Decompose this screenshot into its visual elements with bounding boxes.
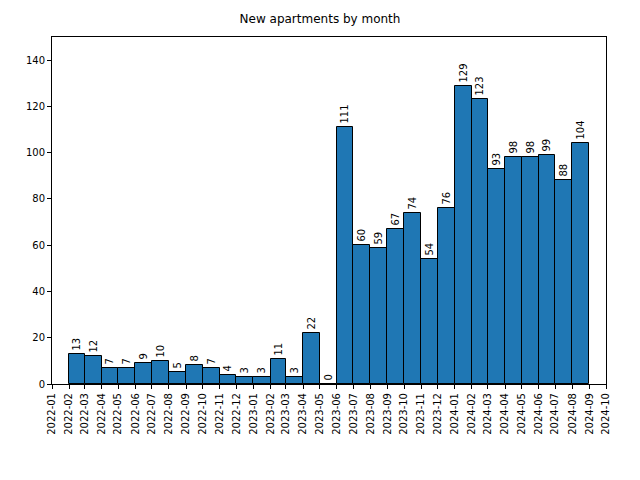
svg-text:2022-02: 2022-02: [63, 393, 74, 435]
svg-text:88: 88: [558, 164, 569, 177]
svg-text:98: 98: [525, 141, 536, 154]
svg-text:2023-06: 2023-06: [331, 393, 342, 435]
svg-text:2022-11: 2022-11: [214, 393, 225, 435]
svg-text:60: 60: [356, 229, 367, 242]
svg-text:140: 140: [26, 55, 45, 66]
svg-text:74: 74: [407, 197, 418, 210]
svg-text:2022-04: 2022-04: [96, 393, 107, 435]
svg-text:4: 4: [222, 365, 233, 371]
svg-text:2023-10: 2023-10: [398, 393, 409, 435]
svg-text:20: 20: [32, 332, 45, 343]
svg-text:40: 40: [32, 286, 45, 297]
svg-text:7: 7: [121, 358, 132, 364]
svg-text:2024-09: 2024-09: [584, 393, 595, 435]
svg-text:2022-12: 2022-12: [231, 393, 242, 435]
svg-text:5: 5: [172, 362, 183, 368]
svg-text:54: 54: [424, 243, 435, 256]
svg-text:3: 3: [239, 367, 250, 373]
svg-text:2022-07: 2022-07: [146, 393, 157, 435]
svg-text:123: 123: [474, 76, 485, 95]
svg-text:120: 120: [26, 101, 45, 112]
svg-text:22: 22: [306, 317, 317, 330]
svg-text:2024-06: 2024-06: [533, 393, 544, 435]
svg-text:111: 111: [339, 104, 350, 123]
svg-text:100: 100: [26, 147, 45, 158]
svg-text:129: 129: [458, 63, 469, 82]
svg-text:98: 98: [508, 141, 519, 154]
svg-text:2022-03: 2022-03: [79, 393, 90, 435]
svg-text:New apartments by month: New apartments by month: [240, 12, 401, 26]
svg-text:13: 13: [71, 338, 82, 351]
svg-text:2023-03: 2023-03: [280, 393, 291, 435]
svg-text:2023-02: 2023-02: [265, 393, 276, 435]
svg-text:11: 11: [273, 343, 284, 356]
svg-text:76: 76: [441, 192, 452, 205]
svg-text:2022-06: 2022-06: [130, 393, 141, 435]
svg-text:8: 8: [189, 355, 200, 361]
svg-text:3: 3: [256, 367, 267, 373]
svg-text:80: 80: [32, 193, 45, 204]
svg-text:12: 12: [88, 340, 99, 353]
svg-text:2024-01: 2024-01: [449, 393, 460, 435]
svg-text:7: 7: [104, 358, 115, 364]
svg-text:104: 104: [575, 120, 586, 139]
svg-text:2024-10: 2024-10: [600, 393, 611, 435]
svg-text:2022-05: 2022-05: [112, 393, 123, 435]
svg-text:10: 10: [155, 345, 166, 358]
svg-text:59: 59: [373, 232, 384, 245]
svg-text:2024-04: 2024-04: [499, 393, 510, 435]
svg-text:2023-01: 2023-01: [248, 393, 259, 435]
svg-text:2022-09: 2022-09: [180, 393, 191, 435]
svg-text:0: 0: [323, 374, 334, 380]
svg-text:2023-07: 2023-07: [348, 393, 359, 435]
svg-text:2022-08: 2022-08: [163, 393, 174, 435]
svg-text:2023-12: 2023-12: [432, 393, 443, 435]
svg-text:2024-05: 2024-05: [516, 393, 527, 435]
svg-text:9: 9: [138, 353, 149, 359]
svg-text:2023-08: 2023-08: [365, 393, 376, 435]
svg-text:2024-03: 2024-03: [482, 393, 493, 435]
svg-text:2024-02: 2024-02: [466, 393, 477, 435]
svg-text:2022-01: 2022-01: [46, 393, 57, 435]
svg-text:2023-09: 2023-09: [382, 393, 393, 435]
svg-text:3: 3: [289, 367, 300, 373]
svg-text:2022-10: 2022-10: [197, 393, 208, 435]
svg-text:93: 93: [491, 153, 502, 166]
svg-text:99: 99: [541, 139, 552, 152]
svg-text:7: 7: [206, 358, 217, 364]
svg-text:2023-05: 2023-05: [314, 393, 325, 435]
svg-text:0: 0: [39, 379, 45, 390]
svg-text:2024-08: 2024-08: [567, 393, 578, 435]
svg-text:60: 60: [32, 240, 45, 251]
svg-text:2023-11: 2023-11: [415, 393, 426, 435]
svg-text:2023-04: 2023-04: [297, 393, 308, 435]
svg-text:2024-07: 2024-07: [549, 393, 560, 435]
svg-text:67: 67: [390, 213, 401, 226]
